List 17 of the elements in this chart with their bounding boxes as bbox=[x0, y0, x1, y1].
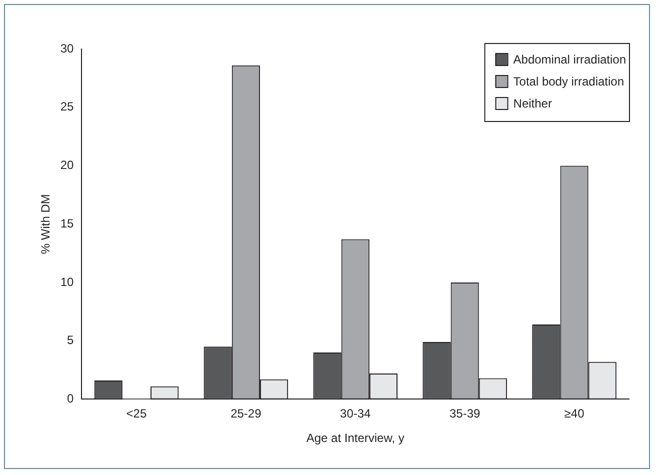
y-tick-label: 0 bbox=[67, 392, 74, 406]
y-tick-label: 10 bbox=[60, 274, 74, 289]
x-tick-label: 25-29 bbox=[230, 406, 262, 421]
y-axis-title: % With DM bbox=[38, 194, 53, 254]
x-tick-label: 35-39 bbox=[449, 406, 480, 421]
legend-label: Neither bbox=[513, 96, 552, 110]
y-tick-label: 30 bbox=[60, 41, 74, 56]
x-tick-label: ≥40 bbox=[564, 406, 585, 421]
x-tick-label: <25 bbox=[126, 406, 147, 421]
y-tick-label: 15 bbox=[60, 216, 74, 230]
legend-label: Abdominal irradiation bbox=[513, 52, 626, 66]
x-axis-title: Age at Interview, y bbox=[306, 431, 404, 446]
y-tick-label: 20 bbox=[60, 158, 74, 172]
y-tick-label: 25 bbox=[60, 100, 74, 114]
legend-label: Total body irradiation bbox=[513, 74, 624, 88]
x-tick-label: 30-34 bbox=[340, 406, 372, 421]
y-tick-label: 5 bbox=[67, 333, 74, 348]
